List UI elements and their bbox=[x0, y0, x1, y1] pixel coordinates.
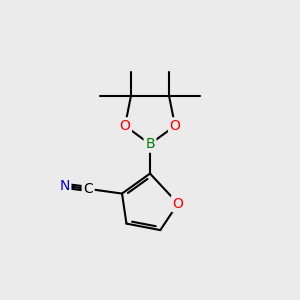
Text: O: O bbox=[169, 119, 181, 133]
Text: N: N bbox=[59, 179, 70, 193]
Text: B: B bbox=[145, 137, 155, 151]
Text: O: O bbox=[119, 119, 130, 133]
Text: C: C bbox=[83, 182, 93, 196]
Text: O: O bbox=[172, 196, 183, 211]
